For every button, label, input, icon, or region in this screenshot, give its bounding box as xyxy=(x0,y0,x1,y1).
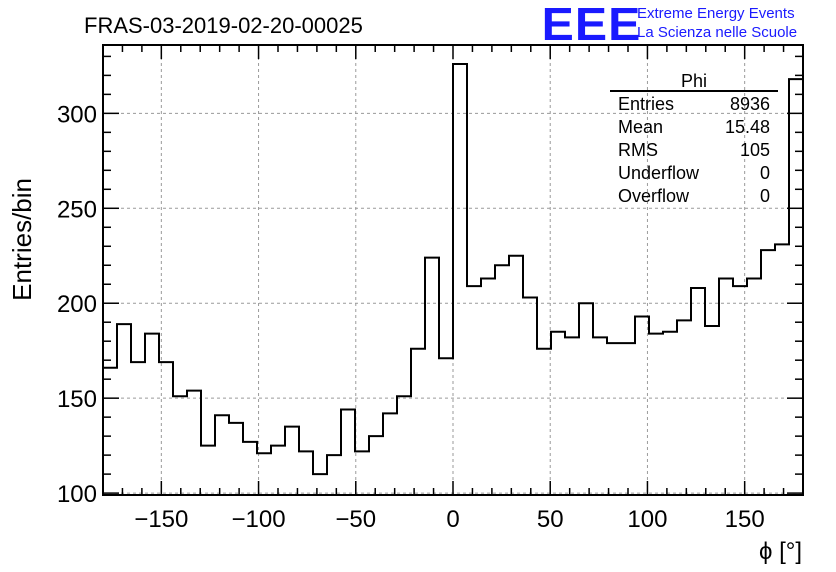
histogram-bin xyxy=(677,320,691,495)
histogram-bin xyxy=(481,279,495,495)
stats-label-underflow: Underflow xyxy=(618,163,700,183)
histogram-bin xyxy=(439,358,453,495)
histogram-bin xyxy=(313,474,327,495)
histogram-bin xyxy=(719,279,733,495)
histogram-outline xyxy=(103,62,803,476)
histogram-bin xyxy=(243,442,257,495)
y-tick-label: 250 xyxy=(57,196,97,223)
stats-label-overflow: Overflow xyxy=(618,186,690,206)
stats-title: Phi xyxy=(681,71,707,91)
histogram-bin xyxy=(467,286,481,495)
histogram-bin xyxy=(691,288,705,495)
y-tick-label: 150 xyxy=(57,386,97,413)
histogram-bin xyxy=(509,256,523,495)
y-axis-label: Entries/bin xyxy=(7,178,37,301)
tick-labels: −150 −100 −50 0 50 100 150 100 150 200 250 300 xyxy=(57,101,765,533)
histogram-bin xyxy=(579,303,593,495)
histogram-bin xyxy=(761,250,775,495)
histogram-bin xyxy=(551,332,565,495)
histogram-bin xyxy=(621,343,635,495)
histogram-bin xyxy=(593,337,607,495)
histogram-bin xyxy=(159,362,173,495)
grid-lines xyxy=(103,45,803,495)
histogram-bin xyxy=(607,343,621,495)
histogram-bin xyxy=(299,451,313,495)
axis-ticks xyxy=(102,45,804,495)
histogram-bin xyxy=(271,446,285,495)
histogram-bin xyxy=(229,423,243,495)
logo-caption-line2: La Scienza nelle Scuole xyxy=(637,24,798,41)
logo-caption-line1: Extreme Energy Events xyxy=(637,5,795,22)
histogram-bin xyxy=(145,334,159,495)
histogram-bin xyxy=(733,286,747,495)
histogram-bin xyxy=(131,362,145,495)
histogram-bin xyxy=(425,258,439,495)
eee-logo: EEE xyxy=(541,0,642,50)
histogram-bin xyxy=(537,349,551,495)
histogram-bin xyxy=(663,332,677,495)
stats-label-mean: Mean xyxy=(618,117,663,137)
y-tick-label: 200 xyxy=(57,291,97,318)
histogram-bin xyxy=(103,368,117,495)
histogram-bin xyxy=(649,334,663,495)
stats-label-rms: RMS xyxy=(618,140,658,160)
histogram-bin xyxy=(747,279,761,495)
histogram-bin xyxy=(341,410,355,495)
stats-value-mean: 15.48 xyxy=(725,117,770,137)
histogram-bin xyxy=(327,455,341,495)
y-tick-label: 300 xyxy=(57,101,97,128)
histogram-bin xyxy=(355,451,369,495)
x-tick-label: 50 xyxy=(537,506,564,533)
stats-value-entries: 8936 xyxy=(730,94,770,114)
logo-caption: Extreme Energy Events La Scienza nelle S… xyxy=(637,4,797,42)
y-tick-label: 100 xyxy=(57,481,97,508)
chart-title: FRAS-03-2019-02-20-00025 xyxy=(84,13,363,38)
stats-box: Phi Entries 8936 Mean 15.48 RMS 105 Unde… xyxy=(610,71,778,206)
histogram-bin xyxy=(285,427,299,495)
stats-value-underflow: 0 xyxy=(760,163,770,183)
histogram-bin xyxy=(201,446,215,495)
x-tick-label: −150 xyxy=(134,506,188,533)
stats-value-overflow: 0 xyxy=(760,186,770,206)
histogram-bin xyxy=(453,64,467,495)
x-tick-label: 100 xyxy=(627,506,667,533)
histogram-bin xyxy=(215,415,229,495)
histogram-bin xyxy=(187,391,201,495)
histogram-bin xyxy=(789,79,803,495)
x-tick-label: −100 xyxy=(232,506,286,533)
histogram-bin xyxy=(173,396,187,495)
histogram-bin xyxy=(411,349,425,495)
histogram-bin xyxy=(775,244,789,495)
histogram-bin xyxy=(117,324,131,495)
x-tick-label: 150 xyxy=(725,506,765,533)
histogram-bin xyxy=(383,413,397,495)
histogram-bin xyxy=(369,436,383,495)
histogram-bin xyxy=(495,265,509,495)
histogram-bin xyxy=(523,298,537,495)
histogram-bin xyxy=(705,326,719,495)
stats-label-entries: Entries xyxy=(618,94,674,114)
x-tick-label: −50 xyxy=(335,506,376,533)
x-axis-label: ϕ [°] xyxy=(759,538,802,565)
x-tick-label: 0 xyxy=(446,506,459,533)
histogram-bin xyxy=(397,396,411,495)
histogram-bin xyxy=(565,337,579,495)
histogram-bin xyxy=(635,317,649,495)
stats-value-rms: 105 xyxy=(740,140,770,160)
